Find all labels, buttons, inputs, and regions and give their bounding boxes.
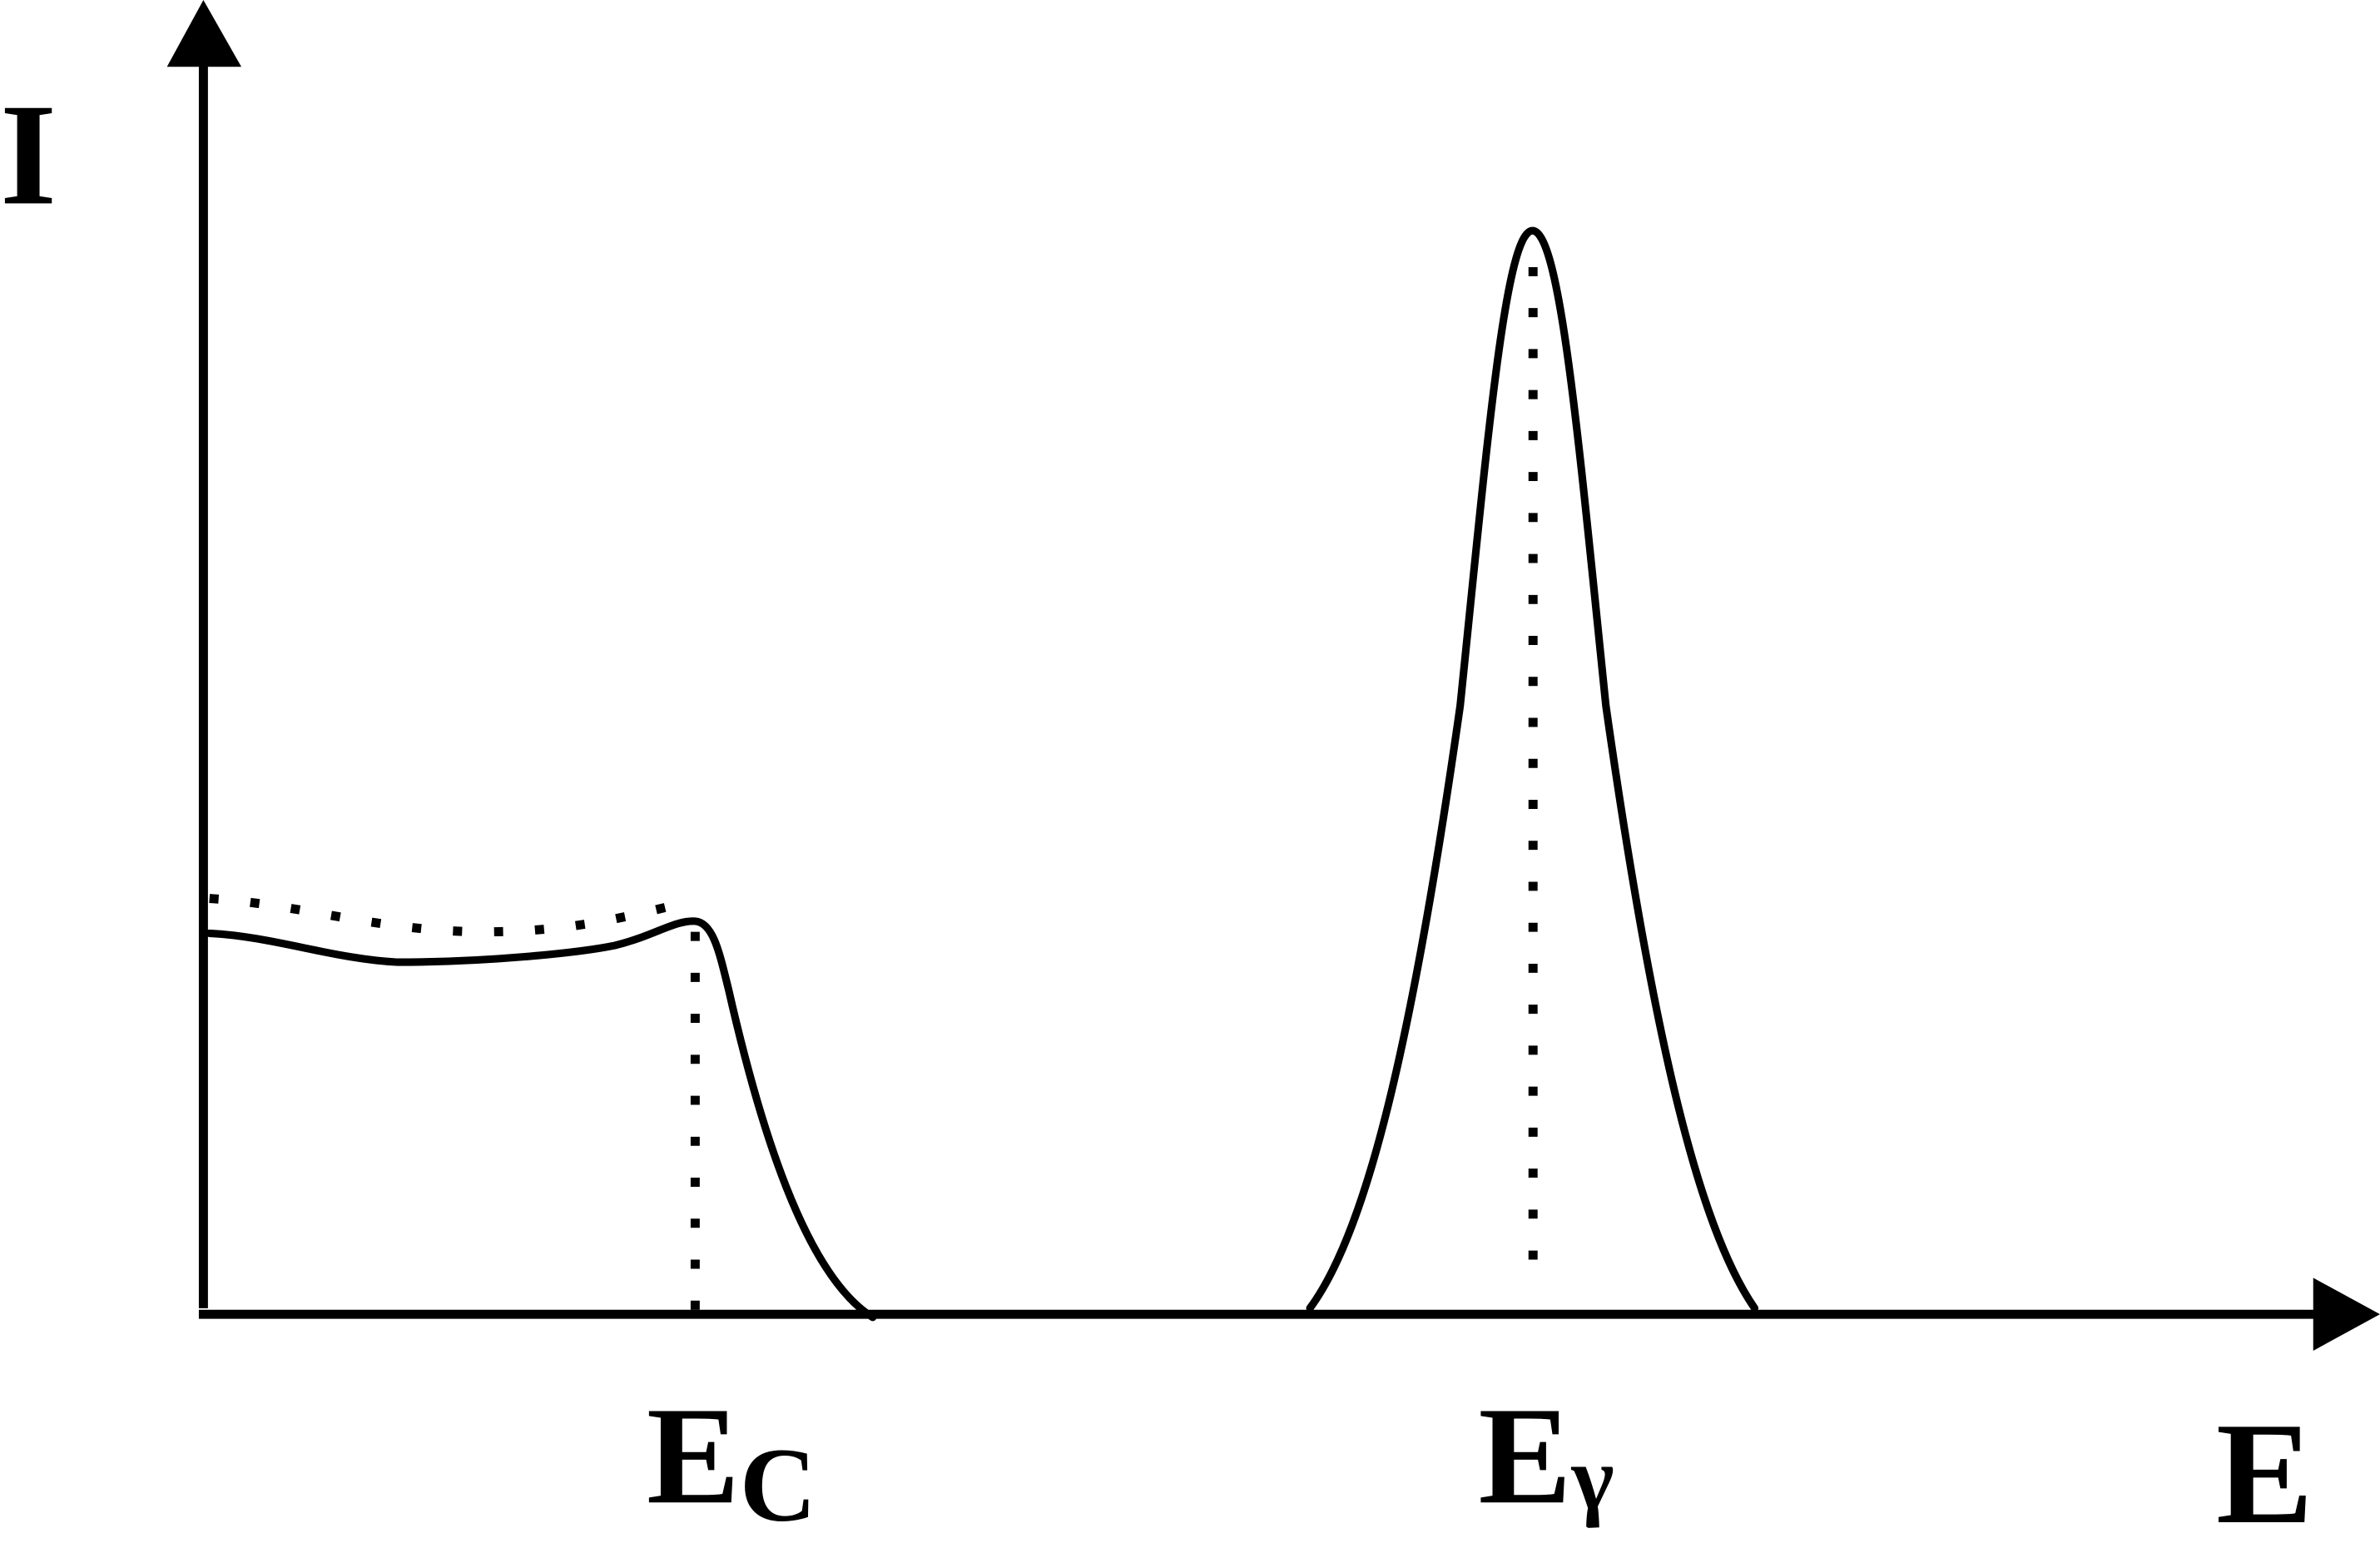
label-main: E [1479, 1378, 1572, 1533]
label-subscript: γ [1570, 1427, 1614, 1529]
compton-edge-label: EC [647, 1378, 816, 1544]
label-subscript: C [740, 1426, 816, 1544]
x-axis-arrow [2313, 1278, 2380, 1351]
y-axis-label: I [0, 73, 57, 235]
compton-curve [206, 917, 877, 1322]
photopeak-label: Eγ [1479, 1378, 1614, 1533]
x-axis-label: E [2216, 1392, 2313, 1548]
photopeak-curve [1306, 226, 1759, 1312]
label-main: E [647, 1378, 740, 1533]
y-axis-arrow [166, 0, 242, 67]
